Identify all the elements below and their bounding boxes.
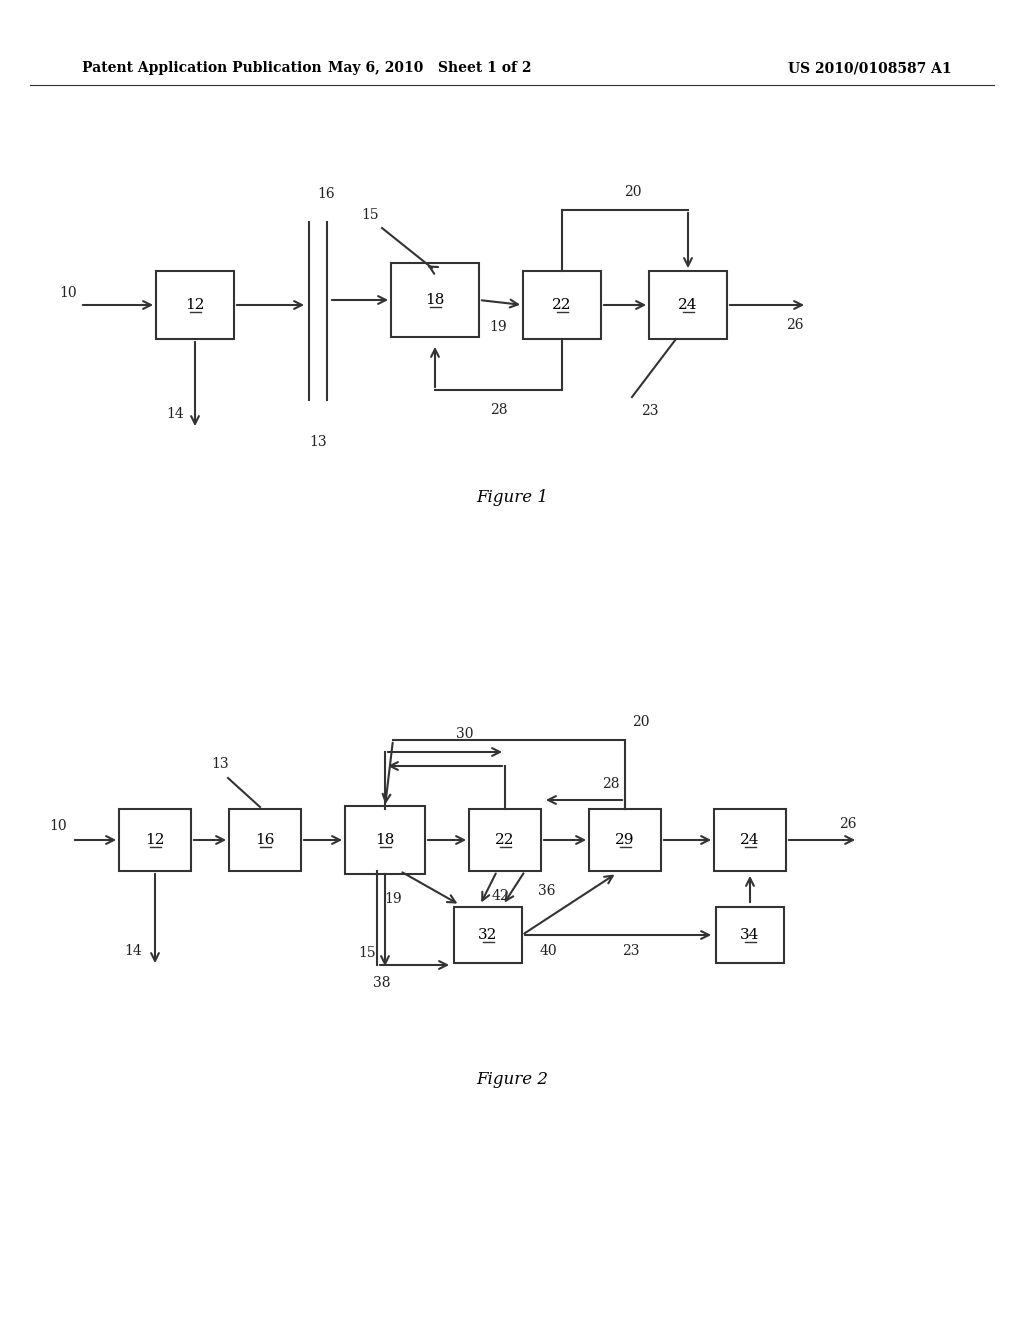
Text: 13: 13	[309, 436, 327, 449]
Text: 26: 26	[840, 817, 857, 832]
Text: 13: 13	[211, 756, 228, 771]
Bar	[156, 271, 234, 339]
Text: 19: 19	[384, 892, 401, 906]
Bar	[229, 809, 301, 871]
Text: 24: 24	[678, 298, 697, 312]
Text: 10: 10	[49, 818, 67, 833]
Text: 22: 22	[496, 833, 515, 847]
Bar	[119, 809, 191, 871]
Text: 19: 19	[489, 319, 507, 334]
Text: 38: 38	[373, 975, 390, 990]
Text: 14: 14	[124, 944, 142, 958]
Text: 22: 22	[552, 298, 571, 312]
Bar	[716, 907, 784, 964]
Text: 42: 42	[492, 888, 509, 903]
Text: 30: 30	[457, 727, 474, 741]
Bar	[469, 809, 541, 871]
Bar	[589, 809, 662, 871]
Text: US 2010/0108587 A1: US 2010/0108587 A1	[788, 61, 952, 75]
Bar	[345, 807, 425, 874]
Bar	[714, 809, 786, 871]
Text: 15: 15	[358, 946, 376, 960]
Text: 40: 40	[540, 944, 557, 958]
Text: 15: 15	[361, 209, 379, 222]
Text: 23: 23	[641, 404, 658, 418]
Text: 18: 18	[425, 293, 444, 308]
Text: 36: 36	[539, 884, 556, 898]
Text: 32: 32	[478, 928, 498, 942]
Text: 20: 20	[632, 715, 650, 729]
Text: 12: 12	[185, 298, 205, 312]
Text: 12: 12	[145, 833, 165, 847]
Text: May 6, 2010   Sheet 1 of 2: May 6, 2010 Sheet 1 of 2	[329, 61, 531, 75]
Text: 10: 10	[59, 286, 77, 300]
Text: Figure 1: Figure 1	[476, 490, 548, 507]
Text: 24: 24	[740, 833, 760, 847]
Text: 18: 18	[376, 833, 394, 847]
Text: 34: 34	[740, 928, 760, 942]
Bar	[391, 263, 479, 337]
Text: 28: 28	[602, 777, 620, 791]
Text: 26: 26	[786, 318, 804, 333]
Bar	[523, 271, 601, 339]
Bar	[649, 271, 727, 339]
Text: 16: 16	[255, 833, 274, 847]
Text: 14: 14	[166, 407, 184, 421]
Text: 20: 20	[625, 185, 642, 199]
Text: Patent Application Publication: Patent Application Publication	[82, 61, 322, 75]
Text: 23: 23	[623, 944, 640, 958]
Text: Figure 2: Figure 2	[476, 1072, 548, 1089]
Bar	[454, 907, 522, 964]
Text: 29: 29	[615, 833, 635, 847]
Text: 16: 16	[317, 187, 335, 201]
Text: 28: 28	[489, 403, 507, 417]
